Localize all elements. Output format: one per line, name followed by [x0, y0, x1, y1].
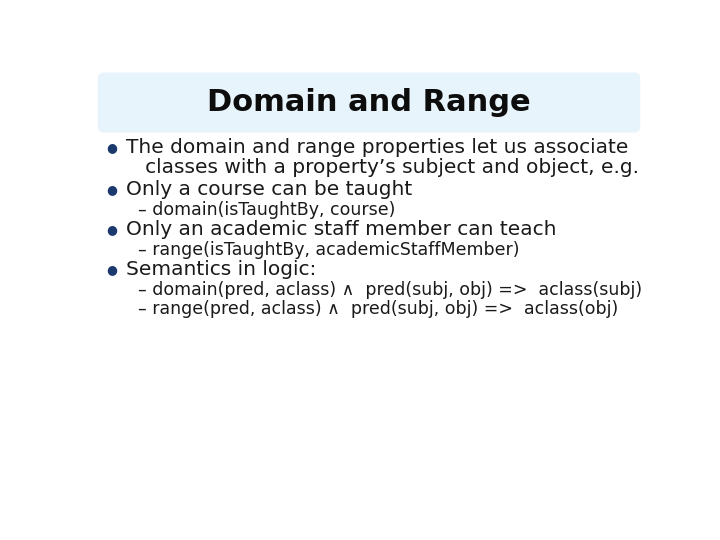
FancyBboxPatch shape — [98, 72, 640, 132]
Text: ●: ● — [107, 223, 117, 236]
Text: ●: ● — [107, 183, 117, 196]
Text: The domain and range properties let us associate: The domain and range properties let us a… — [126, 138, 628, 157]
Text: Only an academic staff member can teach: Only an academic staff member can teach — [126, 220, 556, 239]
Text: – range(pred, aclass) ∧  pred(subj, obj) =>  aclass(obj): – range(pred, aclass) ∧ pred(subj, obj) … — [138, 300, 618, 318]
Text: – domain(isTaughtBy, course): – domain(isTaughtBy, course) — [138, 201, 395, 219]
Text: ●: ● — [107, 141, 117, 154]
Text: classes with a property’s subject and object, e.g.: classes with a property’s subject and ob… — [126, 158, 639, 177]
Text: – range(isTaughtBy, academicStaffMember): – range(isTaughtBy, academicStaffMember) — [138, 241, 520, 259]
Text: Domain and Range: Domain and Range — [207, 88, 531, 117]
Text: Semantics in logic:: Semantics in logic: — [126, 260, 316, 279]
Text: – domain(pred, aclass) ∧  pred(subj, obj) =>  aclass(subj): – domain(pred, aclass) ∧ pred(subj, obj)… — [138, 281, 642, 299]
Text: ●: ● — [107, 263, 117, 276]
Text: Only a course can be taught: Only a course can be taught — [126, 179, 412, 199]
